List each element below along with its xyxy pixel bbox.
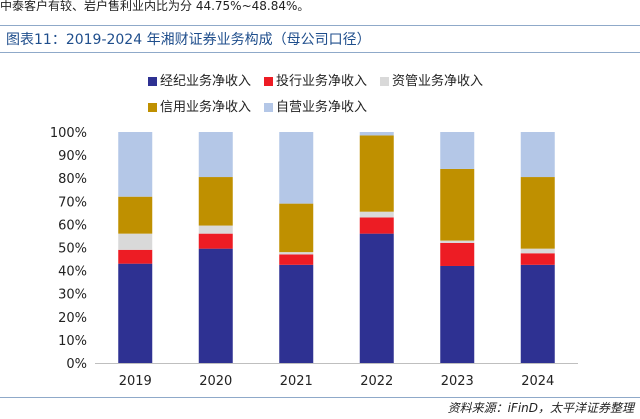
bar-segment-proprietary bbox=[198, 132, 233, 178]
bar-segment-investment-banking bbox=[520, 253, 555, 265]
legend-item-credit: 信用业务净收入 bbox=[148, 96, 251, 115]
legend-swatch-asset-management bbox=[380, 77, 389, 86]
bar-segment-proprietary bbox=[279, 132, 314, 204]
bar-segment-brokerage bbox=[279, 264, 314, 363]
x-tick-label: 2022 bbox=[360, 374, 393, 389]
legend-item-brokerage: 经纪业务净收入 bbox=[148, 70, 251, 89]
bar-segment-proprietary bbox=[118, 132, 153, 197]
legend-item-asset-management: 资管业务净收入 bbox=[380, 70, 483, 89]
bar-segment-asset-management bbox=[440, 240, 475, 243]
legend-label-asset-management: 资管业务净收入 bbox=[392, 74, 484, 89]
y-tick-label: 30% bbox=[58, 288, 87, 303]
bar-segment-brokerage bbox=[359, 233, 394, 363]
bar-segment-asset-management bbox=[359, 211, 394, 218]
y-tick-label: 50% bbox=[58, 242, 87, 257]
footer-divider bbox=[0, 397, 640, 398]
bar-segment-credit bbox=[359, 135, 394, 212]
bar-segment-brokerage bbox=[440, 265, 475, 363]
intro-text: 中泰客户有较、岩户售利业内比为分 44.75%~48.84%。 bbox=[0, 0, 310, 11]
bar-segment-investment-banking bbox=[118, 249, 153, 264]
legend-swatch-credit bbox=[148, 103, 157, 112]
y-tick-label: 90% bbox=[58, 149, 87, 164]
y-tick-label: 60% bbox=[58, 218, 87, 233]
figure-header: 图表11：2019-2024 年湘财证券业务构成（母公司口径） bbox=[0, 25, 640, 53]
figure-title: 图表11：2019-2024 年湘财证券业务构成（母公司口径） bbox=[6, 32, 371, 48]
bar-segment-credit bbox=[118, 196, 153, 234]
y-tick-label: 20% bbox=[58, 311, 87, 326]
bar-segment-asset-management bbox=[118, 233, 153, 250]
y-tick-label: 0% bbox=[66, 357, 87, 372]
bar-segment-proprietary bbox=[520, 132, 555, 178]
bar-segment-credit bbox=[198, 177, 233, 226]
source-note: 资料来源：iFinD，太平洋证券整理 bbox=[447, 401, 634, 415]
bar-segment-investment-banking bbox=[359, 217, 394, 234]
legend-swatch-investment-banking bbox=[264, 77, 273, 86]
legend-label-proprietary: 自营业务净收入 bbox=[276, 100, 368, 115]
x-tick-label: 2023 bbox=[441, 374, 474, 389]
bar-segment-investment-banking bbox=[198, 233, 233, 249]
x-tick-label: 2020 bbox=[199, 374, 232, 389]
y-tick-label: 80% bbox=[58, 172, 87, 187]
legend-item-proprietary: 自营业务净收入 bbox=[264, 96, 367, 115]
bar-segment-asset-management bbox=[520, 248, 555, 254]
legend-item-investment-banking: 投行业务净收入 bbox=[264, 70, 367, 89]
y-tick-label: 100% bbox=[50, 126, 87, 141]
bar-segment-investment-banking bbox=[279, 254, 314, 265]
y-tick-label: 70% bbox=[58, 195, 87, 210]
bar-segment-brokerage bbox=[118, 263, 153, 363]
bar-segment-credit bbox=[279, 203, 314, 253]
legend-swatch-proprietary bbox=[264, 103, 273, 112]
legend-label-credit: 信用业务净收入 bbox=[160, 100, 252, 115]
bar-segment-brokerage bbox=[198, 248, 233, 363]
bar-segment-asset-management bbox=[279, 252, 314, 255]
x-tick-label: 2021 bbox=[280, 374, 313, 389]
bar-segment-investment-banking bbox=[440, 242, 475, 266]
bar-segment-proprietary bbox=[359, 132, 394, 136]
bar-segment-asset-management bbox=[198, 225, 233, 234]
x-tick-label: 2024 bbox=[521, 374, 554, 389]
bar-segment-credit bbox=[440, 168, 475, 241]
legend-label-investment-banking: 投行业务净收入 bbox=[276, 74, 368, 89]
bar-segment-brokerage bbox=[520, 264, 555, 363]
x-tick-label: 2019 bbox=[119, 374, 152, 389]
legend-swatch-brokerage bbox=[148, 77, 157, 86]
bar-segment-proprietary bbox=[440, 132, 475, 169]
legend-label-brokerage: 经纪业务净收入 bbox=[160, 74, 252, 89]
y-tick-label: 40% bbox=[58, 265, 87, 280]
bar-segment-credit bbox=[520, 177, 555, 249]
y-tick-label: 10% bbox=[58, 334, 87, 349]
